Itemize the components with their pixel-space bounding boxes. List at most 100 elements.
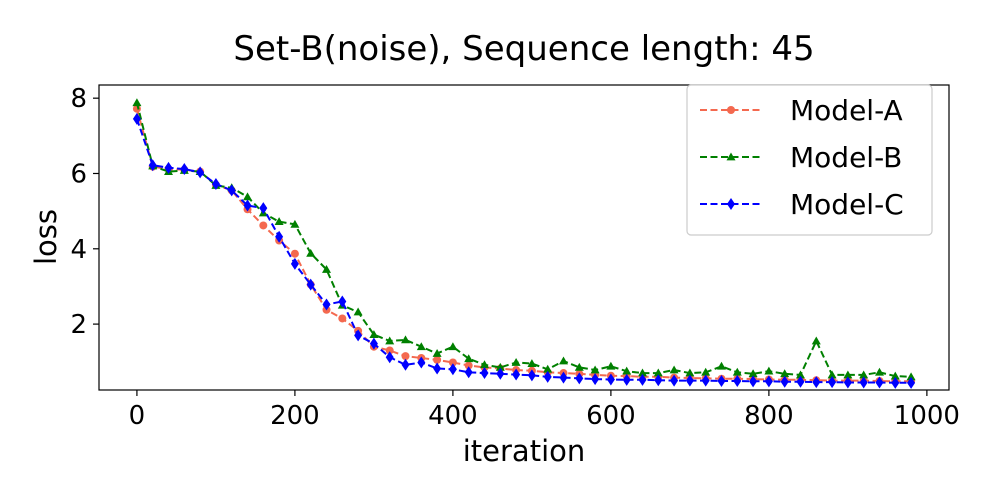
- data-point: [464, 366, 473, 379]
- data-point: [859, 376, 868, 389]
- data-point: [795, 370, 805, 379]
- data-point: [416, 342, 426, 351]
- data-point: [843, 376, 852, 389]
- data-point: [369, 337, 378, 350]
- data-point: [796, 375, 805, 388]
- data-point: [701, 367, 711, 376]
- data-point: [685, 368, 695, 377]
- series-line: [135, 118, 912, 384]
- data-point: [828, 376, 837, 389]
- series-model-c: [132, 112, 916, 389]
- data-point: [290, 249, 299, 258]
- legend-label: Model-C: [790, 188, 904, 221]
- legend: Model-A Model-B Model-C: [686, 84, 933, 236]
- data-point: [433, 362, 442, 375]
- data-point: [148, 159, 157, 172]
- data-point: [874, 367, 884, 376]
- data-point: [480, 360, 490, 369]
- data-point: [653, 368, 663, 377]
- data-point: [606, 373, 615, 386]
- data-point: [669, 365, 679, 374]
- data-point: [164, 161, 173, 174]
- legend-item-model-a: Model-A: [700, 94, 903, 127]
- x-tick-label: 1000: [894, 401, 960, 431]
- data-point: [574, 362, 584, 371]
- x-tick-label: 800: [744, 401, 794, 431]
- data-point: [701, 374, 710, 387]
- data-point: [243, 199, 252, 212]
- data-point: [716, 361, 726, 370]
- data-point: [732, 367, 742, 376]
- data-point: [543, 370, 552, 383]
- data-point: [306, 248, 316, 257]
- data-point: [401, 335, 411, 344]
- data-point: [827, 370, 837, 379]
- data-point: [306, 278, 315, 291]
- data-point: [764, 375, 773, 388]
- data-point: [338, 295, 347, 308]
- series-model-b: [132, 98, 916, 381]
- data-point: [275, 230, 284, 243]
- data-point: [196, 166, 205, 179]
- data-point: [259, 202, 268, 215]
- data-point: [606, 361, 616, 370]
- data-point: [906, 372, 916, 381]
- data-point: [385, 346, 394, 355]
- data-point: [622, 373, 631, 386]
- data-point: [780, 369, 790, 378]
- x-axis-label: iteration: [463, 434, 586, 468]
- chart-title: Set-B(noise), Sequence length: 45: [233, 29, 814, 69]
- data-point: [385, 351, 394, 364]
- y-axis-label: loss: [29, 209, 63, 265]
- y-tick-label: 8: [70, 84, 87, 114]
- data-point: [527, 369, 536, 382]
- data-point: [290, 219, 300, 228]
- data-point: [243, 192, 253, 201]
- data-point: [511, 358, 521, 366]
- data-point: [132, 112, 141, 125]
- data-point: [322, 298, 331, 311]
- data-point: [558, 356, 568, 365]
- data-point: [417, 356, 426, 369]
- data-point: [512, 368, 521, 381]
- data-point: [875, 376, 884, 389]
- y-tick-label: 4: [70, 235, 87, 265]
- data-point: [543, 364, 553, 373]
- data-point: [448, 342, 458, 351]
- data-point: [749, 375, 758, 388]
- data-point: [559, 371, 568, 384]
- data-point: [591, 373, 600, 386]
- data-point: [385, 336, 395, 345]
- data-point: [811, 336, 821, 345]
- data-point: [890, 371, 900, 380]
- data-point: [637, 368, 647, 377]
- data-point: [527, 359, 537, 368]
- data-point: [433, 355, 442, 364]
- data-point: [622, 366, 632, 375]
- data-point: [733, 374, 742, 387]
- data-point: [448, 363, 457, 376]
- data-point: [259, 221, 268, 230]
- axis-ticks: 0 200 400 600 800 1000 2 4 6 8: [70, 84, 960, 431]
- data-point: [717, 374, 726, 387]
- data-point: [448, 358, 457, 367]
- data-point: [575, 372, 584, 385]
- axes-frame: [98, 84, 950, 391]
- legend-marker: [727, 106, 735, 114]
- legend-marker: [727, 198, 735, 210]
- legend-label: Model-B: [790, 141, 902, 174]
- plot-area: [132, 98, 916, 389]
- data-point: [180, 162, 189, 175]
- data-point: [891, 376, 900, 389]
- legend-box: [686, 84, 933, 236]
- data-point: [401, 352, 410, 361]
- data-point: [764, 366, 774, 375]
- data-point: [907, 376, 916, 389]
- data-point: [290, 257, 299, 270]
- data-point: [496, 367, 505, 380]
- data-point: [685, 374, 694, 387]
- data-point: [211, 178, 220, 191]
- x-tick-label: 0: [129, 401, 146, 431]
- y-tick-label: 6: [70, 159, 87, 189]
